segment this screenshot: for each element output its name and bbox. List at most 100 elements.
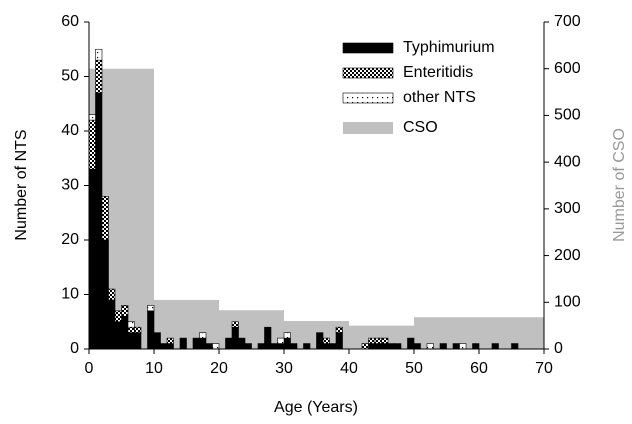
y-tick-label: 40: [61, 122, 79, 139]
nts-bar: [199, 337, 207, 350]
nts-bar: [101, 196, 109, 241]
nts-bar: [316, 332, 324, 350]
nts-bar: [231, 321, 239, 328]
x-tick-label: 50: [405, 360, 423, 377]
nts-bar: [426, 343, 434, 350]
nts-bar: [147, 310, 155, 350]
nts-bar: [322, 337, 330, 344]
y-tick-label: 10: [61, 286, 79, 303]
nts-bar: [407, 337, 415, 350]
nts-bar: [134, 326, 142, 333]
nts-bar: [368, 343, 376, 350]
nts-bar: [270, 343, 278, 350]
nts-bar: [160, 343, 168, 350]
legend-swatch: [342, 42, 394, 54]
nts-bar: [212, 343, 220, 350]
nts-bar: [374, 337, 382, 344]
x-tick-label: 70: [535, 360, 553, 377]
nts-bar: [283, 332, 291, 339]
legend-label: Typhimurium: [403, 39, 495, 56]
nts-bar: [277, 337, 285, 344]
y-tick-label: 60: [61, 13, 79, 30]
nts-bar: [439, 343, 447, 350]
y2-tick-label: 100: [554, 294, 581, 311]
y2-tick-label: 200: [554, 247, 581, 264]
nts-bar: [108, 299, 116, 350]
y-tick-label: 30: [61, 177, 79, 194]
nts-bar: [88, 114, 96, 121]
nts-bar: [335, 332, 343, 350]
nts-bar: [264, 326, 272, 350]
nts-bar: [121, 305, 129, 317]
nts-bar: [381, 343, 389, 350]
nts-bar: [335, 326, 343, 333]
nts-bar: [381, 337, 389, 344]
nts-bar: [459, 343, 467, 350]
y-tick-label: 20: [61, 231, 79, 248]
nts-bar: [153, 332, 161, 350]
nts-bar: [290, 343, 298, 350]
legend-swatch: [343, 122, 393, 134]
nts-bar: [108, 288, 116, 301]
nts-bar: [95, 59, 103, 94]
nts-bar: [452, 343, 460, 350]
x-axis-label: Age (Years): [274, 399, 358, 416]
cso-bar: [349, 325, 414, 349]
nts-bar: [413, 343, 421, 350]
nts-bar: [394, 343, 402, 350]
nts-bar: [192, 337, 200, 350]
nts-bar: [166, 343, 174, 350]
legend-label: CSO: [403, 119, 438, 136]
nts-bar: [88, 168, 96, 350]
nts-bar: [147, 305, 155, 312]
legend-label: other NTS: [403, 89, 476, 106]
nts-bar: [114, 321, 122, 350]
x-tick-label: 60: [470, 360, 488, 377]
nts-bar: [95, 92, 103, 350]
y-tick-label: 0: [70, 340, 79, 357]
nts-bar: [205, 343, 213, 350]
nts-bar: [127, 332, 135, 350]
nts-bar: [88, 119, 96, 170]
nts-bar: [322, 343, 330, 350]
x-tick-label: 20: [210, 360, 228, 377]
nts-bar: [277, 343, 285, 350]
nts-bar: [257, 343, 265, 350]
y2-tick-label: 0: [554, 340, 563, 357]
y2-tick-label: 700: [554, 13, 581, 30]
nts-bar: [368, 337, 376, 344]
nts-bar: [127, 326, 135, 333]
nts-bar: [329, 343, 337, 350]
nts-bar: [361, 343, 369, 350]
nts-bar: [166, 337, 174, 344]
nts-bar: [231, 326, 239, 350]
nts-bar: [179, 337, 187, 350]
y2-tick-label: 300: [554, 200, 581, 217]
legend-label: Enteritidis: [403, 64, 473, 81]
y-tick-label: 50: [61, 68, 79, 85]
x-tick-label: 40: [340, 360, 358, 377]
nts-bar: [95, 48, 103, 61]
nts-bar: [121, 315, 129, 350]
legend-swatch: [342, 92, 394, 104]
legend-swatch: [342, 67, 394, 79]
nts-bar: [225, 337, 233, 350]
nts-bar: [283, 337, 291, 350]
y2-tick-label: 400: [554, 153, 581, 170]
nts-bar: [199, 332, 207, 339]
nts-bar: [472, 343, 480, 350]
nts-bar: [114, 310, 122, 323]
nts-bar: [387, 343, 395, 350]
y2-tick-label: 600: [554, 60, 581, 77]
x-tick-label: 0: [85, 360, 94, 377]
nts-bar: [303, 343, 311, 350]
y-axis-label: Number of NTS: [13, 129, 30, 240]
x-tick-label: 30: [275, 360, 293, 377]
x-tick-label: 10: [145, 360, 163, 377]
nts-bar: [101, 239, 109, 350]
y2-tick-label: 500: [554, 107, 581, 124]
nts-bar: [374, 343, 382, 350]
nts-bar: [511, 343, 519, 350]
nts-bar: [127, 321, 135, 328]
